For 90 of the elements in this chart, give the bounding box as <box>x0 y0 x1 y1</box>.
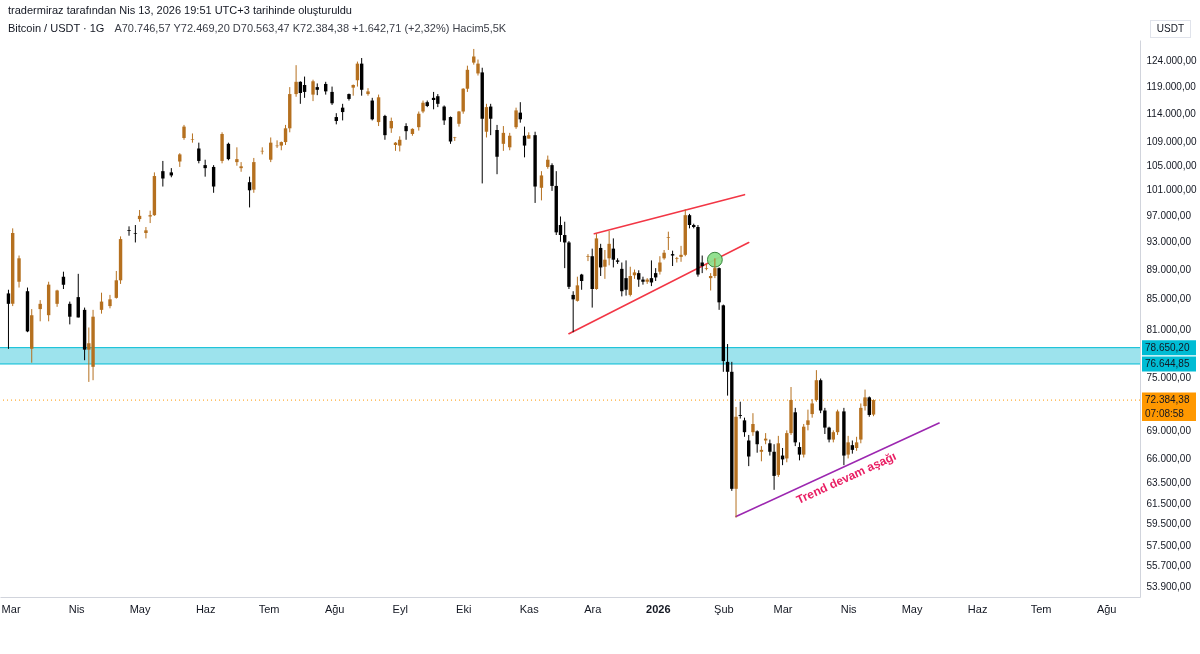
x-tick-label: Ağu <box>1096 602 1117 615</box>
candlestick <box>366 87 370 97</box>
x-tick-label: Haz <box>967 602 988 615</box>
candlestick <box>190 132 195 144</box>
candlestick <box>197 142 201 164</box>
y-tick-label: 109.000,00 <box>1146 136 1197 147</box>
text: USDT <box>1149 20 1191 38</box>
y-tick-label: 69.000,00 <box>1146 424 1192 436</box>
candlestick <box>751 412 755 437</box>
x-tick-label: May <box>129 602 151 615</box>
x-tick-label: Tem <box>258 602 280 615</box>
candlestick <box>624 259 628 297</box>
candlestick <box>755 429 759 454</box>
candlestick <box>235 146 239 167</box>
candlestick <box>550 162 554 192</box>
candlestick <box>814 369 819 403</box>
x-tick-label: Nis <box>68 602 86 615</box>
candlestick <box>571 290 575 333</box>
candlestick <box>442 104 446 126</box>
candlestick <box>742 417 747 438</box>
y-tick-label: 101.000,00 <box>1146 184 1197 196</box>
y-tick-label: 114.000,00 <box>1146 107 1197 119</box>
x-tick-label: Haz <box>195 602 216 615</box>
chart-title: Bitcoin / USDT · 1G <box>8 22 105 34</box>
candlestick <box>127 225 131 237</box>
candlestick <box>666 231 671 251</box>
candlestick <box>108 294 112 309</box>
ref-line-label: 76.644,85 <box>1145 357 1190 369</box>
candlestick <box>330 86 334 106</box>
candlestick <box>161 160 165 188</box>
x-tick-label: Nis <box>840 602 858 615</box>
x-tick-label: Eyl <box>392 602 408 615</box>
x-tick-label: Mar <box>773 602 793 615</box>
ref-line-label: 78.650,20 <box>1145 341 1190 353</box>
y-tick-label: 53.900,00 <box>1146 580 1192 592</box>
y-tick-label: 59.500,00 <box>1146 518 1192 530</box>
candlestick <box>679 245 683 263</box>
text: 07:08:58 <box>1145 408 1185 420</box>
x-tick-label: Mar <box>1 602 21 615</box>
candlestick <box>514 107 518 130</box>
candlestick <box>148 210 152 224</box>
x-tick-label: Eki <box>456 602 472 615</box>
candlestick <box>620 262 624 297</box>
y-tick-label: 119.000,00 <box>1146 80 1197 92</box>
candlestick <box>17 255 21 289</box>
y-tick-label: 55.700,00 <box>1146 560 1192 572</box>
x-tick-label: Kas <box>519 602 540 615</box>
candlestick <box>239 161 243 173</box>
y-tick-label: 81.000,00 <box>1146 323 1192 335</box>
candlestick <box>522 126 527 158</box>
chart-subtitle: A70.746,57 Y72.469,20 D70.563,47 K72.384,38 +1.642,71 (+2,32%) Hacim5,5K <box>114 22 507 34</box>
candlestick <box>211 164 216 194</box>
candlestick <box>311 79 315 102</box>
candlestick <box>867 395 871 418</box>
y-tick-label: 85.000,00 <box>1146 293 1192 305</box>
x-tick-label: 2026 <box>646 602 671 615</box>
y-tick-label: 89.000,00 <box>1146 264 1192 276</box>
candlestick <box>383 114 387 141</box>
candlestick <box>114 270 119 300</box>
y-tick-label: 57.500,00 <box>1146 540 1192 552</box>
candlestick <box>144 226 148 239</box>
candlestick <box>738 401 742 420</box>
candlestick <box>539 170 544 201</box>
x-tick-label: May <box>901 602 923 615</box>
y-tick-label: 61.500,00 <box>1146 497 1192 509</box>
candlestick <box>133 224 138 243</box>
y-tick-label: 63.500,00 <box>1146 477 1192 489</box>
candlestick <box>641 276 645 286</box>
y-tick-label: 124.000,00 <box>1146 54 1197 66</box>
candlestick <box>6 289 11 350</box>
candlestick <box>747 434 751 467</box>
candlestick <box>713 257 717 279</box>
candlestick <box>294 64 298 98</box>
candlestick <box>586 253 590 262</box>
ref-line-label: 72.384,38 <box>1145 394 1190 406</box>
candlestick <box>38 299 42 322</box>
y-tick-label: 93.000,00 <box>1146 236 1192 248</box>
y-tick-label: 75.000,00 <box>1146 372 1192 384</box>
y-tick-label: 66.000,00 <box>1146 452 1192 464</box>
candlestick <box>575 276 580 303</box>
x-tick-label: Ara <box>584 602 603 615</box>
x-tick-label: Tem <box>1030 602 1052 615</box>
y-tick-label: 97.000,00 <box>1146 209 1192 221</box>
x-tick-label: Şub <box>714 602 734 615</box>
text: tradermiraz tarafından Nis 13, 2026 19:51 UTC+3 tarihinde oluşturuldu <box>8 4 352 18</box>
x-tick-label: Ağu <box>324 602 345 615</box>
y-tick-label: 105.000,00 <box>1146 159 1197 171</box>
candlestick <box>404 122 408 141</box>
candlestick <box>658 255 662 276</box>
candlestick <box>846 435 850 459</box>
